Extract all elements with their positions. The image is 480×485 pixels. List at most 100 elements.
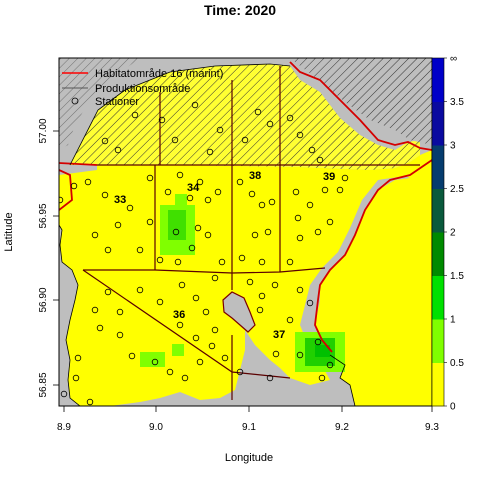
legend-station-label: Stationer bbox=[95, 96, 139, 108]
station-marker bbox=[256, 306, 264, 314]
hatched-land-ne-hatch bbox=[290, 58, 432, 145]
colorbar-label: 1.5 bbox=[450, 271, 464, 282]
area-label-38: 38 bbox=[249, 170, 261, 182]
station-marker bbox=[101, 191, 109, 199]
station-marker bbox=[306, 201, 314, 209]
station-marker bbox=[211, 274, 219, 282]
station-marker bbox=[136, 286, 144, 294]
station-marker bbox=[268, 198, 276, 206]
station-marker bbox=[326, 361, 334, 369]
station-marker bbox=[318, 374, 326, 382]
station-marker bbox=[166, 368, 174, 376]
station-markers bbox=[59, 101, 349, 406]
station-marker bbox=[194, 224, 202, 232]
station-marker bbox=[116, 331, 124, 339]
colorbar-label: 2 bbox=[450, 228, 456, 239]
station-marker bbox=[191, 101, 199, 109]
colorbar-label: 3 bbox=[450, 141, 456, 152]
station-marker bbox=[126, 204, 134, 212]
station-marker bbox=[72, 374, 80, 382]
station-marker bbox=[286, 316, 294, 324]
station-marker bbox=[236, 368, 244, 376]
station-marker bbox=[314, 228, 322, 236]
station-marker bbox=[116, 308, 124, 316]
y-tick-56.95: 56.95 bbox=[38, 203, 49, 228]
station-marker bbox=[206, 148, 214, 156]
colorbar-cell bbox=[432, 58, 444, 102]
colorbar-labels: 0 0.5 1 1.5 2 2.5 3 3.5 ∞ bbox=[444, 54, 464, 413]
station-marker bbox=[251, 231, 259, 239]
x-axis-label: Longitude bbox=[225, 452, 273, 464]
station-marker bbox=[70, 182, 78, 190]
hatched-land-nw bbox=[59, 58, 140, 150]
station-marker bbox=[186, 194, 194, 202]
station-marker bbox=[158, 116, 166, 124]
production-area-lines bbox=[82, 66, 420, 400]
station-marker bbox=[204, 231, 212, 239]
station-marker bbox=[321, 186, 329, 194]
station-marker bbox=[192, 334, 200, 342]
station-marker bbox=[114, 146, 122, 154]
station-marker bbox=[146, 174, 154, 182]
x-tick-9.1: 9.1 bbox=[242, 422, 256, 433]
colorbar-label: 0 bbox=[450, 402, 456, 413]
area-label-36: 36 bbox=[173, 309, 185, 321]
station-marker bbox=[341, 174, 349, 182]
legend-habitat-label: Habitatområde 16 (marint) bbox=[95, 68, 223, 80]
area-label-39: 39 bbox=[323, 171, 335, 183]
station-marker bbox=[308, 146, 316, 154]
legend-station-swatch bbox=[71, 97, 79, 105]
y-axis-label: Latitude bbox=[3, 212, 15, 251]
station-marker bbox=[236, 178, 244, 186]
station-marker bbox=[174, 258, 182, 266]
station-marker bbox=[296, 131, 304, 139]
green-patches bbox=[140, 194, 345, 372]
colorbar-cell bbox=[432, 145, 444, 189]
station-marker bbox=[178, 281, 186, 289]
colorbar-cell bbox=[432, 232, 444, 276]
station-marker bbox=[202, 308, 210, 316]
colorbar-label: ∞ bbox=[450, 54, 457, 65]
station-marker bbox=[296, 234, 304, 242]
station-marker bbox=[246, 278, 254, 286]
station-marker bbox=[60, 390, 68, 398]
coastline bbox=[59, 63, 356, 406]
station-marker bbox=[326, 218, 334, 226]
station-marker bbox=[104, 288, 112, 296]
station-marker bbox=[208, 342, 216, 350]
area-label-33: 33 bbox=[114, 194, 126, 206]
station-marker bbox=[286, 258, 294, 266]
y-tick-56.90: 56.90 bbox=[38, 287, 49, 312]
area-label-34: 34 bbox=[187, 182, 200, 194]
legend-production-label: Produktionsområde bbox=[95, 83, 190, 95]
island bbox=[222, 291, 256, 333]
station-marker bbox=[146, 218, 154, 226]
station-marker bbox=[172, 228, 180, 236]
station-marker bbox=[196, 178, 204, 186]
station-marker bbox=[156, 256, 164, 264]
station-marker bbox=[101, 137, 109, 145]
station-marker bbox=[192, 294, 200, 302]
station-marker bbox=[59, 196, 64, 204]
station-marker bbox=[271, 281, 279, 289]
station-marker bbox=[96, 324, 104, 332]
station-marker bbox=[316, 156, 324, 164]
station-marker bbox=[86, 398, 94, 406]
station-marker bbox=[84, 178, 92, 186]
station-marker bbox=[218, 258, 226, 266]
y-tick-56.85: 56.85 bbox=[38, 372, 49, 397]
y-axis bbox=[53, 130, 60, 386]
station-marker bbox=[164, 188, 172, 196]
station-marker bbox=[258, 258, 266, 266]
station-marker bbox=[336, 186, 344, 194]
colorbar-cell bbox=[432, 101, 444, 146]
map-title: Time: 2020 bbox=[204, 2, 276, 18]
station-marker bbox=[74, 354, 82, 362]
colorbar-cell bbox=[432, 188, 444, 233]
station-marker bbox=[241, 136, 249, 144]
station-marker bbox=[286, 114, 294, 122]
station-marker bbox=[171, 136, 179, 144]
station-marker bbox=[104, 246, 112, 254]
area-label-37: 37 bbox=[273, 329, 285, 341]
station-marker bbox=[214, 188, 222, 196]
